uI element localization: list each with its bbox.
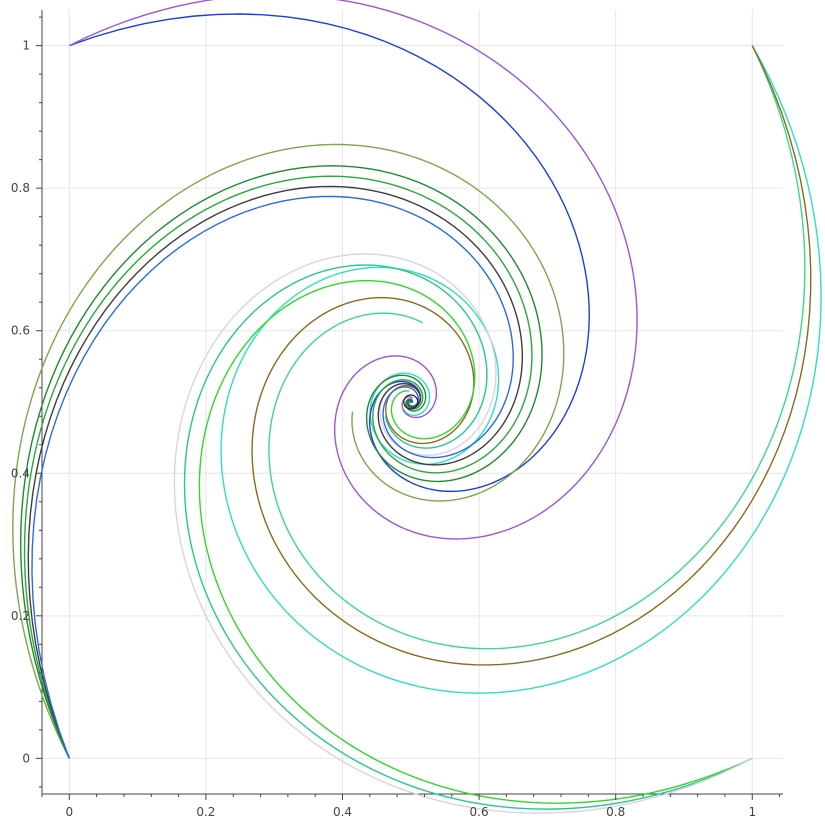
grid xyxy=(42,10,783,794)
y-tick-label: 0.8 xyxy=(11,181,30,195)
series-line-12 xyxy=(31,195,514,759)
y-tick-label: 1 xyxy=(22,39,30,53)
x-tick-label: 0.8 xyxy=(606,805,625,819)
x-tick-label: 0 xyxy=(65,805,73,819)
center-marker xyxy=(403,394,419,410)
y-tick-label: 0.2 xyxy=(11,609,30,623)
series-line-4 xyxy=(198,279,753,804)
series-line-7 xyxy=(69,0,638,540)
series-line-8 xyxy=(12,143,565,759)
series-line-11 xyxy=(19,165,543,759)
x-tick-label: 0.4 xyxy=(333,805,352,819)
x-tick-label: 1 xyxy=(748,805,756,819)
ticks: 0 0.2 0.4 0.6 0.8 1 0 0.2 0.4 0.6 0.8 1 xyxy=(11,16,781,819)
x-tick-label: 0.2 xyxy=(196,805,215,819)
series-line-1 xyxy=(220,45,822,694)
series-layer xyxy=(12,0,822,814)
y-tick-label: 0.6 xyxy=(11,324,30,338)
series-line-0 xyxy=(268,45,806,650)
series-line-9 xyxy=(23,175,533,759)
y-tick-label: 0.4 xyxy=(11,466,30,480)
y-tick-label: 0 xyxy=(22,751,30,765)
series-line-3 xyxy=(183,264,753,810)
x-tick-label: 0.6 xyxy=(470,805,489,819)
